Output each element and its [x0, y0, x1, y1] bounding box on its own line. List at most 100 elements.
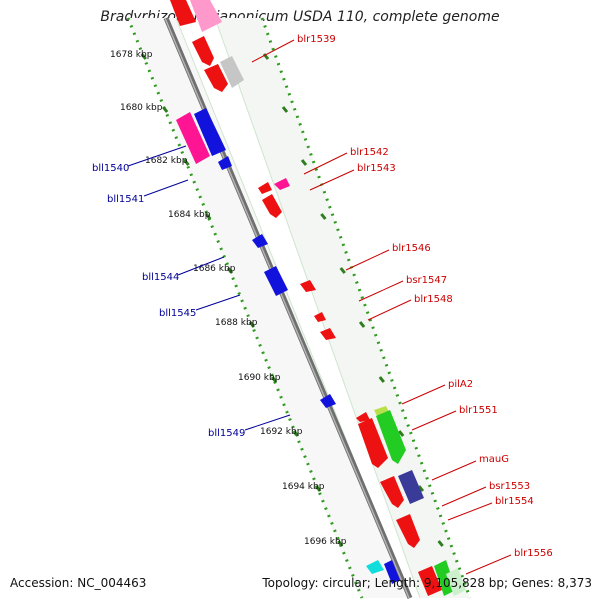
gene-block-grey [220, 56, 244, 88]
gene-block-blr1542 [258, 182, 272, 194]
gene-label-mauG[interactable]: mauG [479, 454, 509, 465]
leader-line [358, 280, 404, 302]
tick-mark [226, 267, 234, 274]
leader-line [441, 486, 487, 507]
tick-label: 1680 kbp [120, 103, 163, 113]
tick-mark [248, 321, 256, 328]
leader-line [367, 299, 412, 321]
leader-line [143, 179, 189, 197]
gene-label-leaders [127, 39, 512, 575]
leader-line [465, 554, 512, 575]
gene-block-cyan [366, 560, 384, 574]
gene-label-blr1546[interactable]: blr1546 [392, 243, 431, 254]
gene-block-bll1544 [252, 234, 268, 248]
axis-ticks [140, 53, 444, 547]
gene-block-blr1551 [376, 410, 406, 464]
leader-line [345, 249, 390, 271]
leader-line [195, 294, 241, 311]
gene-block-bottom-pale [446, 568, 466, 596]
tick-mark [378, 376, 385, 383]
gene-label-blr1548[interactable]: blr1548 [414, 294, 453, 305]
outer-minus-boundary [126, 17, 364, 599]
leader-line [431, 460, 477, 481]
gene-label-blr1543[interactable]: blr1543 [357, 163, 396, 174]
gene-block-bll1549 [320, 394, 336, 408]
tick-mark [292, 430, 300, 437]
axis-tick-labels: 1678 kbp 1680 kbp 1682 kbp 1684 kbp 1686 kbp… [110, 50, 347, 547]
tick-label: 1696 kbp [304, 537, 347, 547]
tick-mark [314, 485, 322, 492]
gene-label-blr1551[interactable]: blr1551 [459, 405, 498, 416]
tick-label: 1684 kbp [168, 210, 211, 220]
gene-block-blr1556 [418, 566, 442, 596]
genome-summary: Topology: circular; Length: 9,105,828 bp… [262, 576, 592, 590]
inner-plus-boundary [214, 17, 421, 599]
gene-label-bll1549[interactable]: bll1549 [208, 428, 245, 439]
leader-line [309, 169, 355, 191]
leader-line [303, 152, 348, 175]
tick-mark [339, 267, 346, 274]
tick-mark [300, 159, 308, 166]
gene-block-bll1541 [218, 156, 232, 170]
gene-block-blr1543-pink [274, 178, 290, 190]
gene-block-blr1539 [204, 64, 228, 92]
gene-block-bsr1547 [314, 312, 326, 322]
tick-mark [140, 53, 147, 60]
tick-mark [161, 106, 169, 113]
gene-block-bll1545 [264, 266, 288, 296]
tick-mark [183, 159, 190, 166]
gene-label-bll1540[interactable]: bll1540 [92, 163, 129, 174]
gene-label-bsr1547[interactable]: bsr1547 [406, 275, 447, 286]
gene-label-bll1541[interactable]: bll1541 [107, 194, 144, 205]
leader-line [401, 384, 446, 405]
leader-line [411, 410, 457, 431]
tick-mark [270, 376, 278, 383]
tick-label: 1692 kbp [260, 427, 303, 437]
tick-mark [358, 321, 366, 328]
outer-plus-boundary [260, 17, 472, 599]
gene-block-bll1540 [194, 108, 226, 156]
leader-line [177, 256, 225, 276]
gene-block-blr1551-red [358, 418, 388, 468]
gene-label-bll1544[interactable]: bll1544 [142, 272, 179, 283]
gene-label-bll1545[interactable]: bll1545 [159, 308, 196, 319]
gene-block-blr1554 [396, 514, 420, 548]
gene-label-blr1554[interactable]: blr1554 [495, 496, 534, 507]
gene-block-top-pink [190, 0, 222, 32]
gene-label-blr1556[interactable]: blr1556 [514, 548, 553, 559]
gene-label-blr1542[interactable]: blr1542 [350, 147, 389, 158]
tick-mark [437, 540, 444, 547]
tick-label: 1690 kbp [238, 373, 281, 383]
gene-features [170, 0, 466, 596]
gene-block-blr1543 [262, 194, 282, 218]
tick-label: 1694 kbp [282, 482, 325, 492]
plus-track-band [215, 18, 470, 598]
gene-block-bottom-green [434, 560, 456, 596]
leader-line [127, 145, 187, 167]
tick-label: 1688 kbp [215, 318, 258, 328]
tick-mark [398, 430, 405, 437]
tick-label: 1678 kbp [110, 50, 153, 60]
accession-label: Accession: NC_004463 [10, 576, 147, 590]
tick-mark [417, 485, 425, 492]
gene-label-blr1539[interactable]: blr1539 [297, 34, 336, 45]
gene-block-mauG [398, 470, 424, 504]
tick-label: 1686 kbp [193, 264, 236, 274]
gene-block-pilA2 [356, 412, 370, 422]
tick-label: 1682 kbp [145, 156, 188, 166]
gene-block-bll1540-pink [176, 112, 210, 164]
gene-label-pilA2[interactable]: pilA2 [448, 379, 473, 390]
gene-label-bsr1553[interactable]: bsr1553 [489, 481, 530, 492]
gene-block-top-red-b [192, 36, 214, 66]
gene-block-blr1548 [320, 328, 336, 340]
tick-mark [337, 540, 344, 547]
gene-block-bottom-blue [384, 560, 400, 584]
gene-block-blr1546 [300, 280, 316, 292]
tick-mark [320, 213, 327, 220]
minus-track-band [128, 18, 410, 598]
gene-block-bsr1553 [380, 476, 404, 508]
tick-mark [281, 106, 289, 113]
tick-mark [205, 213, 212, 220]
leader-line [447, 502, 493, 521]
